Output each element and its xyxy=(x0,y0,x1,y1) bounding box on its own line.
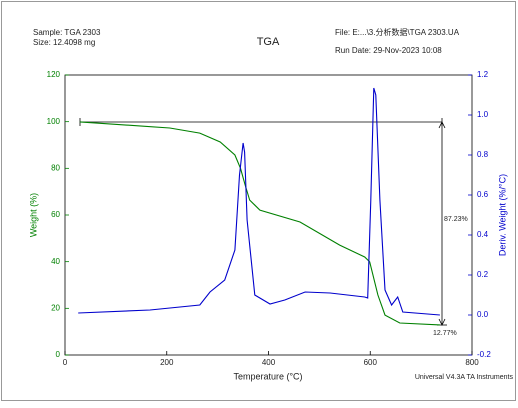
y-tick-label: 80 xyxy=(51,163,60,172)
x-axis-label: Temperature (°C) xyxy=(233,371,302,381)
y2-tick-label: 0.4 xyxy=(477,230,489,239)
y2-tick-label: -0.2 xyxy=(477,350,491,359)
y2-tick-label: 0.2 xyxy=(477,270,489,279)
x-tick-label: 600 xyxy=(364,358,378,367)
file: File: E:...\3.分析数据\TGA 2303.UA xyxy=(335,27,460,37)
frame xyxy=(1,1,516,401)
y2-tick-label: 0.6 xyxy=(477,190,489,199)
y-tick-label: 60 xyxy=(51,210,60,219)
y-tick-label: 120 xyxy=(47,70,61,79)
y-axis-label: Weight (%) xyxy=(28,193,38,237)
annotation: 87.23% xyxy=(444,216,468,223)
sample: Sample: TGA 2303 xyxy=(33,28,101,37)
series-line xyxy=(78,87,440,316)
x-tick-label: 400 xyxy=(262,358,276,367)
run-date: Run Date: 29-Nov-2023 10:08 xyxy=(335,46,442,55)
y2-tick-label: 0.0 xyxy=(477,310,489,319)
y-tick-label: 0 xyxy=(56,350,61,359)
y-tick-label: 40 xyxy=(51,257,60,266)
y-tick-label: 20 xyxy=(51,303,60,312)
x-tick-label: 0 xyxy=(63,358,68,367)
y2-tick-label: 1.2 xyxy=(477,70,489,79)
annotation-lines xyxy=(79,118,447,326)
size: Size: 12.4098 mg xyxy=(33,38,95,47)
y2-tick-label: 0.8 xyxy=(477,150,489,159)
chart-title: TGA xyxy=(257,36,280,48)
annotation: 12.77% xyxy=(433,330,457,337)
series-line xyxy=(79,121,440,326)
x-tick-label: 800 xyxy=(465,358,479,367)
y-tick-label: 100 xyxy=(47,117,61,126)
x-tick-label: 200 xyxy=(160,358,174,367)
y2-axis-label: Deriv. Weight (%/°C) xyxy=(497,174,507,256)
y2-tick-label: 1.0 xyxy=(477,110,489,119)
footer: Universal V4.3A TA Instruments xyxy=(415,374,514,381)
